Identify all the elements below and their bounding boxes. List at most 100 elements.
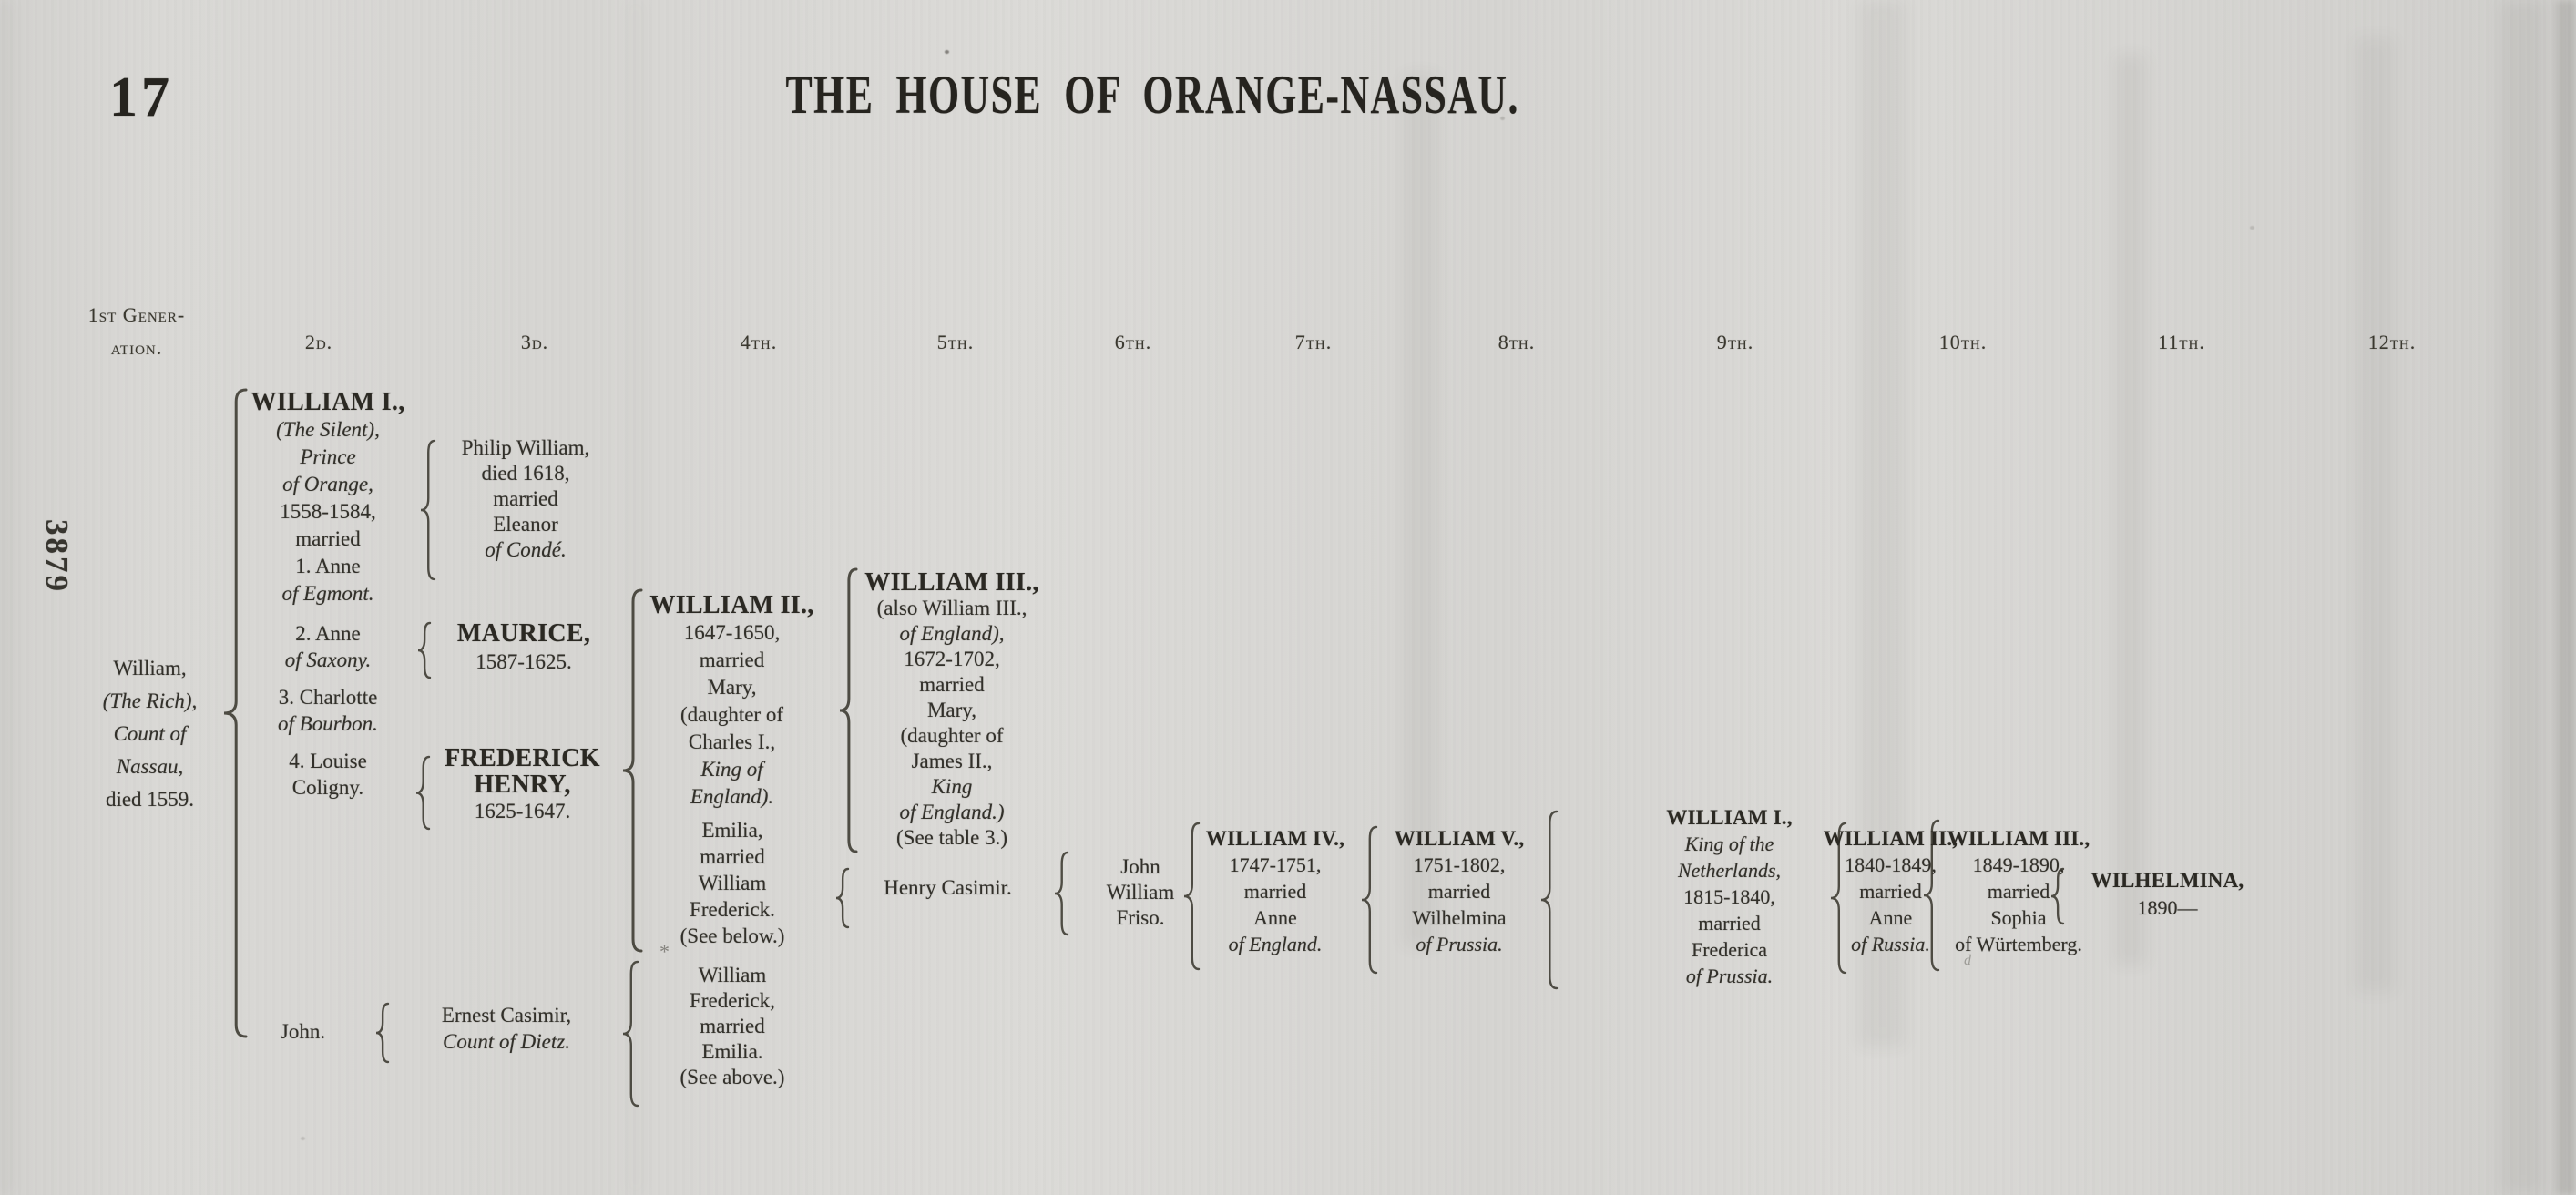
entry-wife-louise-coligny: 4. Louise Coligny. <box>237 748 419 801</box>
entry-line: of England.) <box>899 801 1005 823</box>
entry-william-i-the-silent: WILLIAM I., (The Silent), Prince of Orange,… <box>237 389 419 608</box>
entry-line: married <box>700 845 765 868</box>
entry-william-iv: WILLIAM IV., 1747-1751, married Anne of Engl… <box>1193 825 1357 957</box>
entry-line: WILLIAM III., <box>864 568 1039 597</box>
entry-line: 11th. <box>2158 331 2205 353</box>
entry-line: 9th. <box>1716 331 1754 353</box>
brace-connector <box>1361 825 1378 975</box>
entry-line: WILLIAM IV., <box>1205 827 1345 850</box>
entry-line: 1751-1802, <box>1413 853 1506 876</box>
entry-line: 6th. <box>1114 331 1152 353</box>
column-header-9th: 9th. <box>1681 326 1790 359</box>
entry-line: WILLIAM III., <box>1947 827 2090 850</box>
entry-line: died 1559. <box>105 788 195 811</box>
entry-line: James II., <box>911 750 993 772</box>
entry-line: married <box>700 1015 765 1037</box>
brace-connector <box>420 439 436 581</box>
entry-line: Mary, <box>707 676 757 699</box>
entry-line: 3. Charlotte <box>278 686 378 709</box>
scan-streak <box>2355 36 2395 993</box>
entry-william-ii-king: WILLIAM II., 1840-1849, married Anne of Russ… <box>1811 825 1970 957</box>
entry-line: Frederick, <box>690 989 775 1012</box>
entry-wife-anne-of-saxony: 2. Anne of Saxony. <box>237 620 419 673</box>
entry-line: of Würtemberg. <box>1955 933 2082 955</box>
entry-line: Emilia. <box>701 1040 763 1063</box>
entry-line: died 1618, <box>481 462 570 485</box>
entry-line: King <box>931 775 973 798</box>
entry-line: Charles I., <box>688 730 776 753</box>
entry-line: 10th. <box>1938 331 1988 353</box>
entry-line: married <box>1243 880 1307 903</box>
entry-william-ii: WILLIAM II., 1647-1650, married Mary, (daugh… <box>634 592 830 811</box>
entry-line: 8th. <box>1498 331 1536 353</box>
entry-line: married <box>1859 880 1922 903</box>
entry-line: Count of Dietz. <box>443 1030 570 1053</box>
column-header-12th: 12th. <box>2337 326 2447 359</box>
entry-william-v: WILLIAM V., 1751-1802, married Wilhelmina of… <box>1377 825 1541 957</box>
entry-line: of Orange, <box>282 473 373 495</box>
entry-william-frederick: William Frederick, married Emilia. (See abov… <box>656 963 809 1090</box>
page-title: THE HOUSE OF ORANGE-NASSAU. <box>785 65 1519 125</box>
entry-line: 1587-1625. <box>475 650 572 673</box>
entry-line: 1890— <box>2137 896 2198 919</box>
entry-line: William <box>698 872 767 894</box>
entry-line: Henry Casimir. <box>884 876 1012 899</box>
entry-line: Emilia, <box>701 819 763 842</box>
entry-line: 1672-1702, <box>904 648 1000 670</box>
page-edge-shadow <box>2556 0 2576 1195</box>
entry-line: married <box>1698 912 1761 935</box>
entry-line: Coligny. <box>291 776 364 799</box>
entry-line: WILLIAM I., <box>1666 806 1793 829</box>
entry-line: MAURICE, <box>456 619 591 648</box>
entry-line: 1625-1647. <box>474 800 571 822</box>
entry-line: 3d. <box>520 331 549 353</box>
entry-wilhelmina: WILHELMINA, 1890— <box>2060 867 2274 922</box>
entry-line: Anne <box>1253 906 1297 929</box>
entry-line: Anne <box>1868 906 1913 929</box>
entry-line: Frederica <box>1691 938 1768 961</box>
column-header-2d: 2d. <box>264 326 373 359</box>
entry-line: John. <box>280 1020 326 1043</box>
entry-line: 1558-1584, <box>280 500 376 523</box>
entry-line: King of <box>700 758 763 781</box>
entry-frederick-henry: FREDERICK HENRY, 1625-1647. <box>434 745 611 824</box>
entry-line: (See above.) <box>680 1066 785 1088</box>
column-header-7th: 7th. <box>1259 326 1368 359</box>
entry-line: married <box>699 649 765 671</box>
entry-line: of Saxony. <box>284 649 372 671</box>
entry-line: (daughter of <box>680 703 784 726</box>
entry-line: 2. Anne <box>295 622 361 645</box>
entry-william-the-rich: William, (The Rich), Count of Nassau, died 1… <box>66 652 234 816</box>
ink-mark-asterisk: * <box>659 940 670 963</box>
entry-line: WILHELMINA, <box>2090 869 2244 892</box>
entry-line: of Bourbon. <box>278 712 378 735</box>
entry-line: 1849-1890, <box>1972 853 2065 876</box>
entry-line: William <box>1106 881 1175 904</box>
entry-line: of Prussia. <box>1416 933 1503 955</box>
brace-connector <box>622 960 639 1108</box>
entry-line: (See table 3.) <box>896 826 1007 849</box>
entry-emilia: Emilia, married William Frederick. (See belo… <box>656 817 809 949</box>
entry-line: of Condé. <box>485 538 567 561</box>
entry-line: of England), <box>899 622 1005 645</box>
brace-connector <box>375 1002 390 1064</box>
scan-streak <box>2115 55 2146 965</box>
entry-line: Wilhelmina <box>1412 906 1507 929</box>
column-header-3d: 3d. <box>480 326 589 359</box>
ink-mark-stray: d <box>1964 953 1971 968</box>
entry-line: (daughter of <box>900 724 1004 747</box>
entry-line: 1840-1849, <box>1845 853 1937 876</box>
entry-line: HENRY, <box>474 771 571 799</box>
entry-line: WILLIAM II., <box>649 591 814 619</box>
entry-line: WILLIAM I., <box>250 388 405 416</box>
entry-line: Nassau, <box>116 755 184 778</box>
entry-line: William <box>698 964 767 986</box>
ink-speck <box>301 1137 305 1140</box>
entry-line: of Russia. <box>1851 933 1930 955</box>
margin-number: 3879 <box>39 519 75 594</box>
ink-speck <box>2250 226 2254 230</box>
entry-line: Eleanor <box>493 513 558 536</box>
entry-line: Sophia <box>1990 906 2047 929</box>
entry-line: Count of <box>113 722 187 745</box>
